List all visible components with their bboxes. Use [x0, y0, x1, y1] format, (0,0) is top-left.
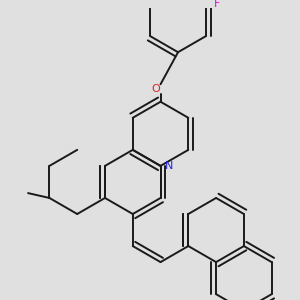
- Text: N: N: [164, 161, 173, 171]
- Text: F: F: [214, 0, 220, 9]
- Text: O: O: [151, 84, 160, 94]
